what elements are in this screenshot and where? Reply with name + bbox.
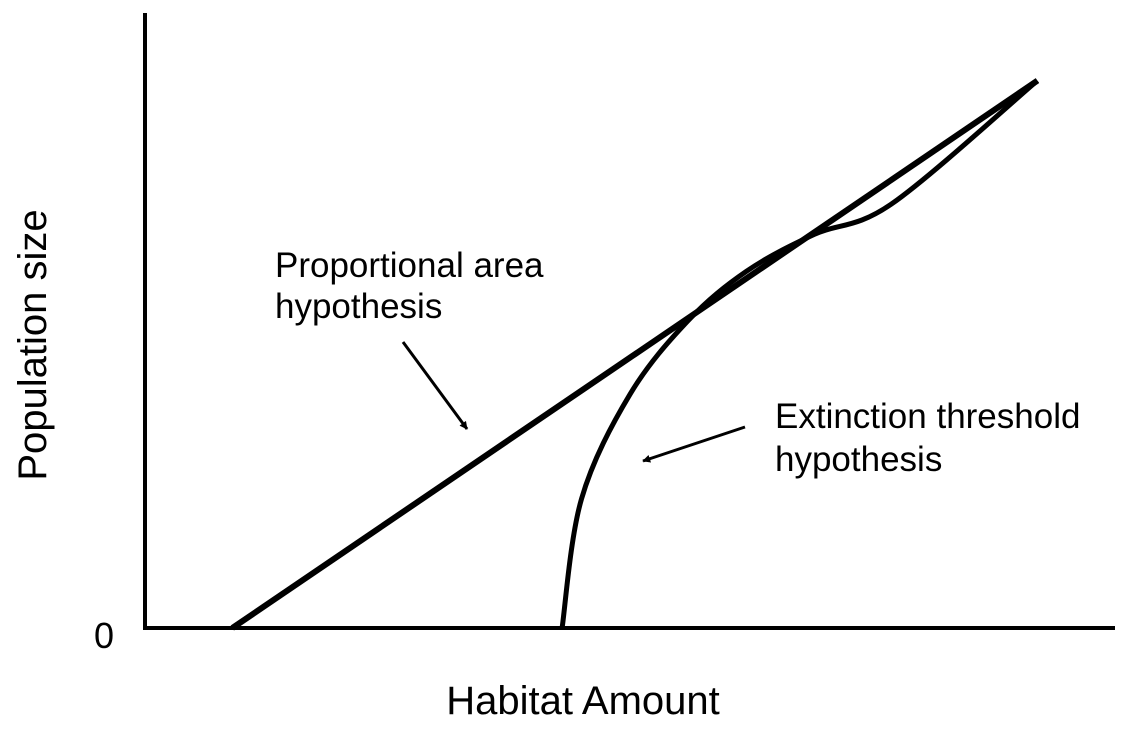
annotation-extinction-threshold: Extinction threshold hypothesis <box>642 397 1080 479</box>
x-axis-title: Habitat Amount <box>446 679 720 723</box>
annotation-proportional-line-2: hypothesis <box>275 287 442 326</box>
series-proportional-area-line <box>230 78 1040 631</box>
arrow-threshold <box>642 425 746 463</box>
annotation-proportional-line-1: Proportional area <box>275 246 544 285</box>
arrow-proportional <box>401 341 469 430</box>
annotation-proportional-area: Proportional area hypothesis <box>275 246 544 430</box>
annotation-threshold-line-2: hypothesis <box>775 440 942 479</box>
annotation-threshold-line-1: Extinction threshold <box>775 397 1080 436</box>
series-layer <box>230 78 1040 631</box>
series-extinction-threshold-curve <box>559 78 1040 629</box>
y-axis-title: Population size <box>11 209 55 480</box>
axes <box>143 13 1115 630</box>
y-tick-label-zero: 0 <box>94 615 114 656</box>
